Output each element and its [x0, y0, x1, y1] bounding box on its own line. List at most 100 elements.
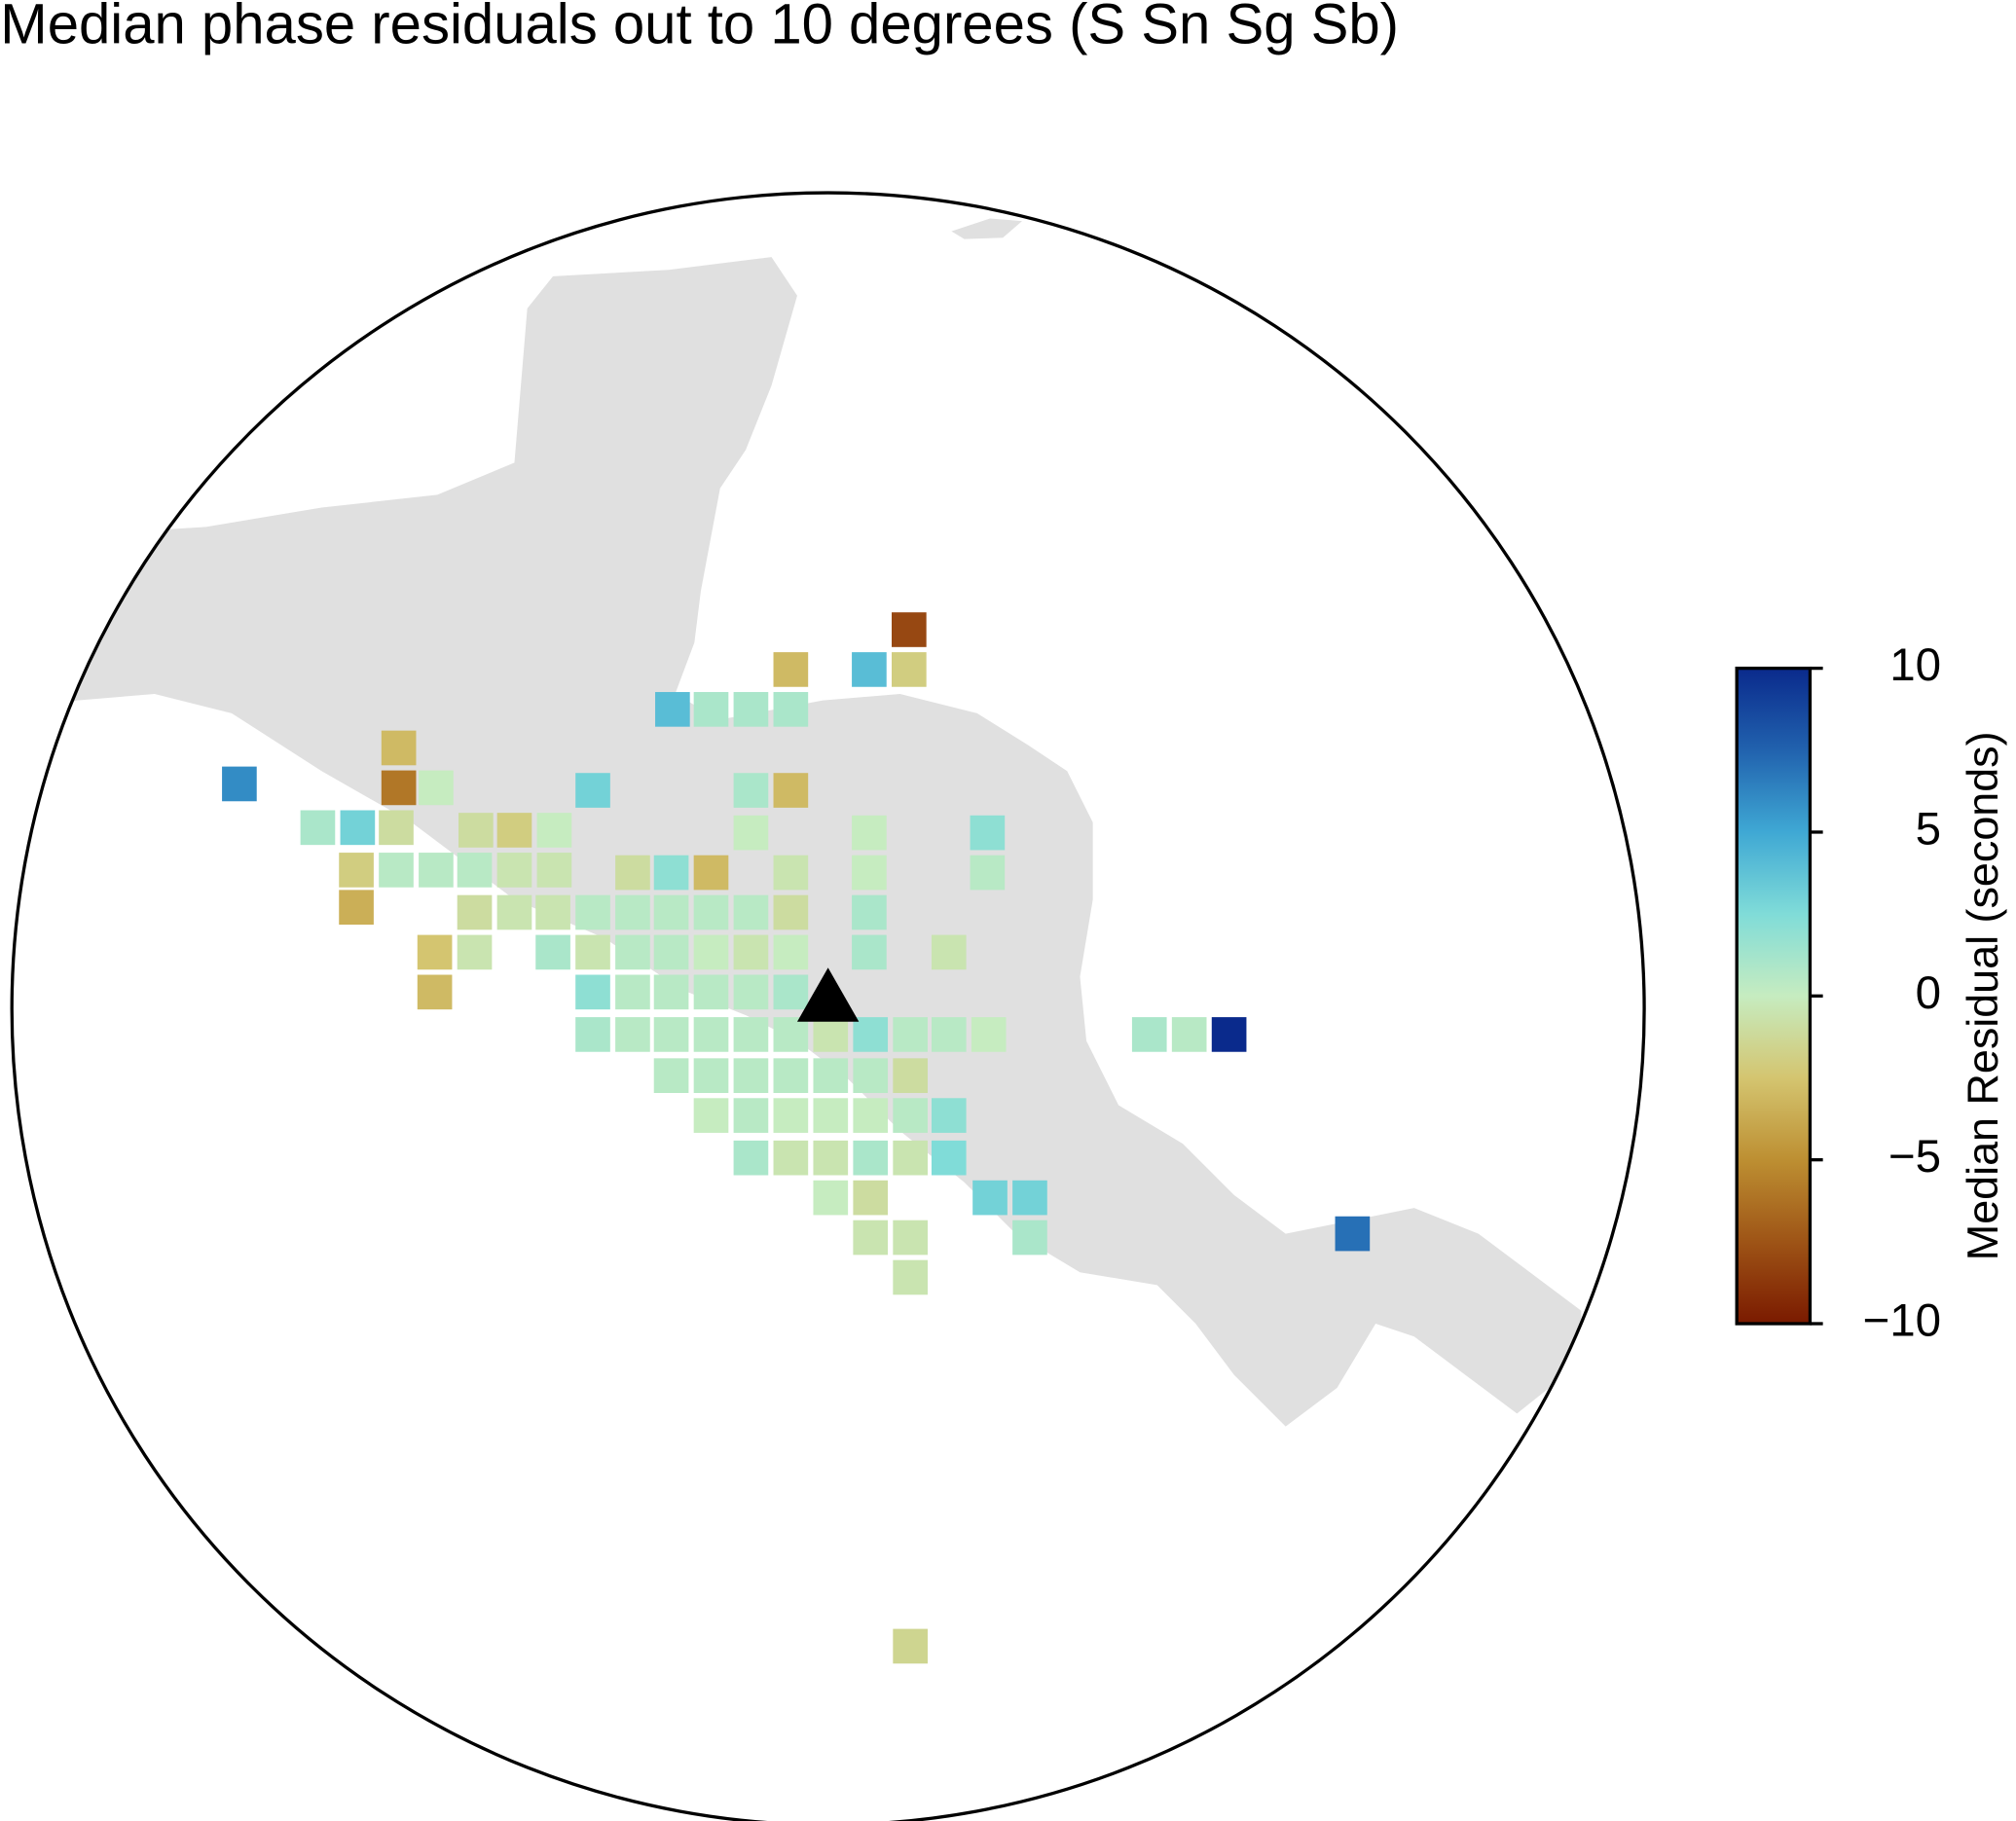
residual-cell: [893, 1058, 928, 1093]
residual-cell: [615, 974, 650, 1010]
residual-cell: [496, 894, 532, 930]
residual-cell: [733, 1098, 769, 1133]
residual-cell: [931, 934, 967, 970]
residual-cell: [536, 853, 572, 888]
colorbar-tick-label: −5: [1888, 1131, 1941, 1183]
residual-cell: [773, 692, 809, 727]
residual-cell: [340, 810, 376, 846]
residual-cell: [653, 894, 689, 930]
residual-cell: [852, 934, 887, 970]
residual-cell: [457, 934, 493, 970]
cells: [222, 612, 1371, 1664]
residual-cell: [575, 773, 610, 808]
station-marker: [796, 967, 860, 1022]
land: [951, 218, 1023, 239]
residual-cell: [535, 894, 570, 930]
residual-cell: [615, 855, 650, 891]
residual-cell: [773, 773, 809, 808]
residual-cell: [417, 974, 453, 1010]
residual-cell: [853, 1017, 889, 1052]
residual-cell: [575, 974, 610, 1010]
residual-cell: [971, 1017, 1007, 1052]
residual-cell: [575, 1017, 610, 1052]
residual-cell: [379, 853, 414, 888]
residual-cell: [653, 1017, 689, 1052]
residual-cell: [893, 1628, 928, 1664]
residual-cell: [693, 894, 729, 930]
residual-cell: [852, 815, 887, 851]
residual-cell: [893, 1017, 928, 1052]
globe-outline: [10, 191, 1646, 1821]
residual-cell: [419, 853, 454, 888]
residual-cell: [773, 974, 809, 1010]
residual-cell: [773, 1140, 809, 1176]
residual-cell: [1171, 1017, 1207, 1052]
residual-cell: [733, 974, 769, 1010]
residual-cell: [615, 1017, 650, 1052]
residual-cell: [813, 1140, 849, 1176]
residual-cell: [853, 1220, 889, 1256]
residual-cell: [615, 934, 650, 970]
residual-cell: [693, 1017, 729, 1052]
residual-cell: [893, 1220, 928, 1256]
residual-cell: [733, 1017, 769, 1052]
residual-cell: [535, 934, 570, 970]
residual-cell: [381, 730, 417, 766]
residual-cell: [615, 894, 650, 930]
residual-cell: [693, 1098, 729, 1133]
map-area: [12, 218, 1582, 1664]
residual-cell: [892, 612, 927, 647]
land: [12, 257, 1582, 1427]
residual-cell: [852, 855, 887, 891]
residual-cell: [653, 974, 689, 1010]
colorbar-tick-label: 0: [1916, 967, 1941, 1019]
residual-cell: [339, 853, 374, 888]
residual-cell: [339, 890, 374, 926]
residual-cell: [457, 853, 493, 888]
residual-cell: [536, 813, 572, 848]
residual-cell: [1131, 1017, 1167, 1052]
colorbar-tick-label: 5: [1916, 804, 1941, 856]
residual-cell: [693, 974, 729, 1010]
colorbar-tick-label: −10: [1862, 1295, 1941, 1347]
residual-cell: [892, 652, 927, 687]
residual-cell: [575, 894, 610, 930]
residual-cell: [893, 1098, 928, 1133]
residual-cell: [773, 894, 809, 930]
residual-cell: [1335, 1216, 1371, 1252]
residual-cell: [496, 813, 532, 848]
residual-cell: [300, 810, 336, 846]
residual-cell: [693, 934, 729, 970]
residual-cell: [893, 1259, 928, 1295]
residual-cell: [931, 1098, 967, 1133]
residual-cell: [733, 1140, 769, 1176]
residual-cell: [655, 692, 690, 727]
residual-cell: [773, 855, 809, 891]
residual-cell: [893, 1140, 928, 1176]
residual-cell: [381, 770, 417, 806]
residual-cell: [733, 815, 769, 851]
residual-cell: [693, 855, 729, 891]
residual-cell: [653, 1058, 689, 1093]
residual-cell: [853, 1098, 889, 1133]
residual-cell: [458, 813, 494, 848]
residual-cell: [417, 934, 453, 970]
residual-cell: [853, 1140, 889, 1176]
residual-cell: [852, 894, 887, 930]
chart-title: Median phase residuals out to 10 degrees…: [0, 0, 1399, 55]
residual-cell: [970, 815, 1006, 851]
residual-cell: [1211, 1017, 1247, 1052]
residual-cell: [693, 1058, 729, 1093]
residual-cell: [575, 934, 610, 970]
residual-cell: [733, 1058, 769, 1093]
residual-cell: [972, 1180, 1008, 1216]
residual-cell: [853, 1180, 889, 1216]
residual-cell: [496, 853, 532, 888]
residual-cell: [773, 934, 809, 970]
residual-cell: [457, 894, 493, 930]
residual-cell: [693, 692, 729, 727]
residual-cell: [773, 1098, 809, 1133]
residual-cell: [733, 773, 769, 808]
residual-cell: [419, 770, 454, 806]
